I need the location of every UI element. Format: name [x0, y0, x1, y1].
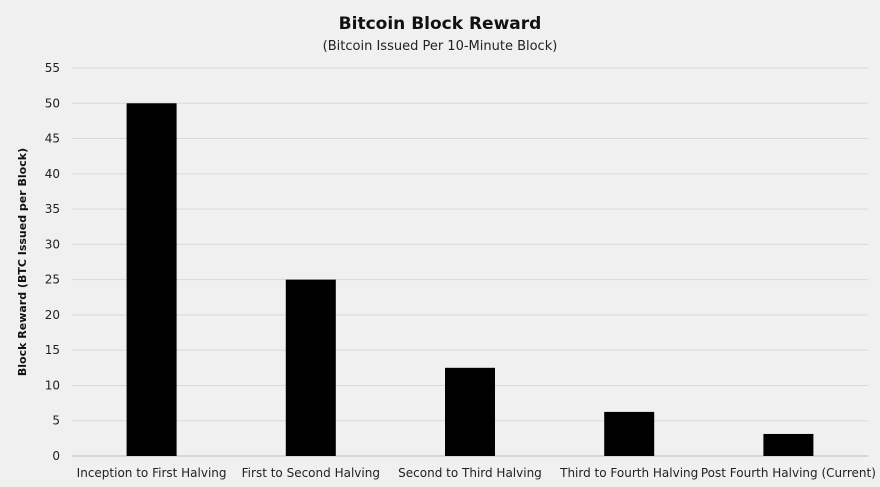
- x-tick-label: Second to Third Halving: [398, 466, 542, 480]
- bar: [763, 433, 814, 456]
- y-tick-label: 15: [45, 343, 60, 357]
- y-tick-label: 5: [52, 414, 60, 428]
- x-tick-label: Third to Fourth Halving: [559, 466, 698, 480]
- y-tick-label: 30: [45, 237, 60, 251]
- x-tick-label: Post Fourth Halving (Current): [701, 466, 876, 480]
- bar: [604, 411, 655, 456]
- y-tick-label: 25: [45, 273, 60, 287]
- y-tick-label: 35: [45, 202, 60, 216]
- y-tick-label: 45: [45, 132, 60, 146]
- bar: [285, 279, 336, 456]
- y-tick-label: 10: [45, 378, 60, 392]
- y-tick-label: 0: [52, 449, 60, 463]
- x-tick-label: First to Second Halving: [242, 466, 380, 480]
- x-tick-label: Inception to First Halving: [77, 466, 227, 480]
- y-axis-ticks: 0 5 10 15 20 25 30 35 40 45 50 55: [45, 61, 60, 463]
- bars: [126, 103, 814, 456]
- y-tick-label: 55: [45, 61, 60, 75]
- y-axis-label: Block Reward (BTC Issued per Block): [16, 148, 29, 376]
- bar: [445, 367, 495, 456]
- y-tick-label: 20: [45, 308, 60, 322]
- y-tick-label: 50: [45, 96, 60, 110]
- y-tick-label: 40: [45, 167, 60, 181]
- bar: [126, 103, 177, 456]
- chart-subtitle: (Bitcoin Issued Per 10-Minute Block): [323, 39, 558, 54]
- x-axis-ticks: Inception to First Halving First to Secon…: [77, 466, 876, 480]
- chart-title: Bitcoin Block Reward: [339, 14, 542, 34]
